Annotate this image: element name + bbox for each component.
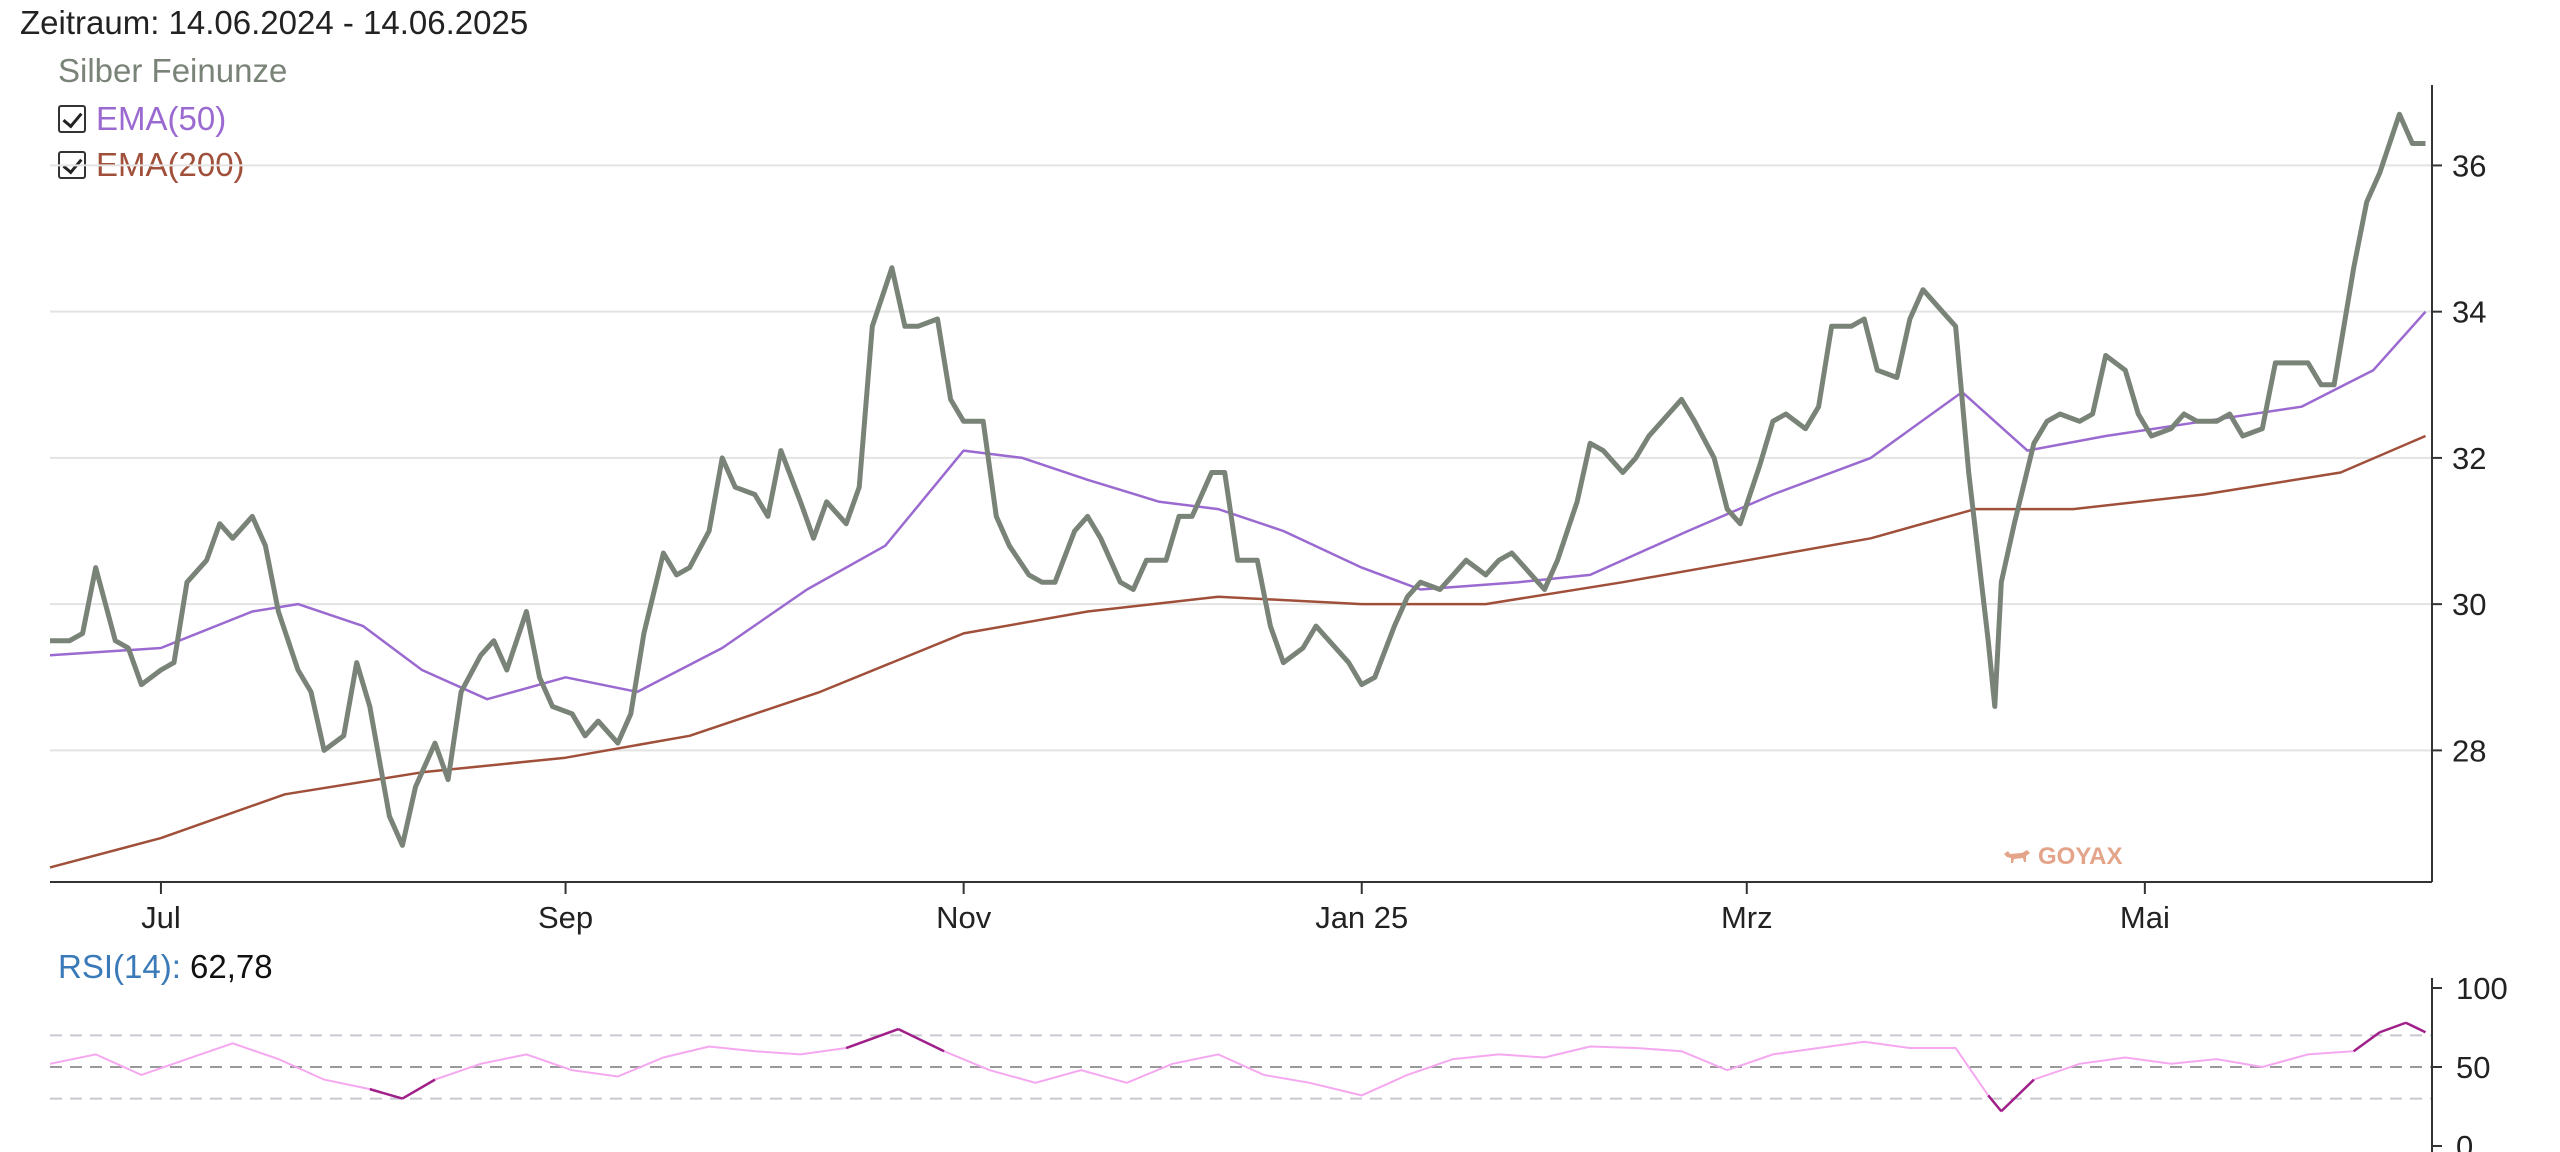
ema50-line [49,310,2427,701]
rsi-label-row: RSI(14): 62,78 [58,948,273,986]
y-tick-label: 30 [2452,587,2486,622]
rsi-extreme-segment [2405,1021,2427,1034]
x-tick-label: Jan 25 [1315,900,1408,935]
bull-icon [2004,850,2030,863]
y-tick-label: 28 [2452,733,2486,768]
goyax-watermark: GOYAX [2002,843,2122,871]
x-tick-label: Nov [936,900,992,935]
rsi-value: 62,78 [190,948,273,985]
rsi-y-tick-label: 100 [2456,971,2508,1006]
legend-ema50-toggle[interactable]: EMA(50) [58,100,226,138]
rsi-extreme-segment [2352,1031,2381,1053]
rsi-extreme-segment [2000,1078,2035,1113]
x-tick-label: Sep [538,900,593,935]
rsi-extreme-segment [2379,1021,2407,1034]
legend-ema200-label: EMA(200) [96,146,245,183]
rsi-y-tick-label: 50 [2456,1050,2490,1085]
rsi-extreme-segment [401,1078,436,1100]
rsi-line [49,1021,2426,1113]
rsi-extreme-segment [369,1087,403,1100]
ema200-checkbox[interactable] [58,151,86,179]
price-line [50,111,2426,848]
rsi-label: RSI(14): [58,948,181,985]
rsi-extreme-segment [1987,1094,2003,1113]
ema200-line [49,434,2426,869]
period-label: Zeitraum: 14.06.2024 - 14.06.2025 [20,4,529,41]
y-tick-label: 36 [2452,148,2486,183]
legend-ema200-toggle[interactable]: EMA(200) [58,146,245,184]
legend-ema50-label: EMA(50) [96,100,227,137]
rsi-y-tick-label: 0 [2456,1129,2473,1152]
legend-series-name: Silber Feinunze [58,52,288,89]
x-tick-label: Mai [2120,900,2170,935]
rsi-extreme-segment [845,1027,899,1050]
ema50-checkbox[interactable] [58,105,86,133]
x-tick-label: Jul [141,900,181,935]
rsi-extreme-segment [897,1027,945,1053]
y-tick-label: 32 [2452,441,2486,476]
x-tick-label: Mrz [1721,900,1773,935]
watermark-text: GOYAX [2038,843,2123,870]
y-tick-label: 34 [2452,295,2486,330]
